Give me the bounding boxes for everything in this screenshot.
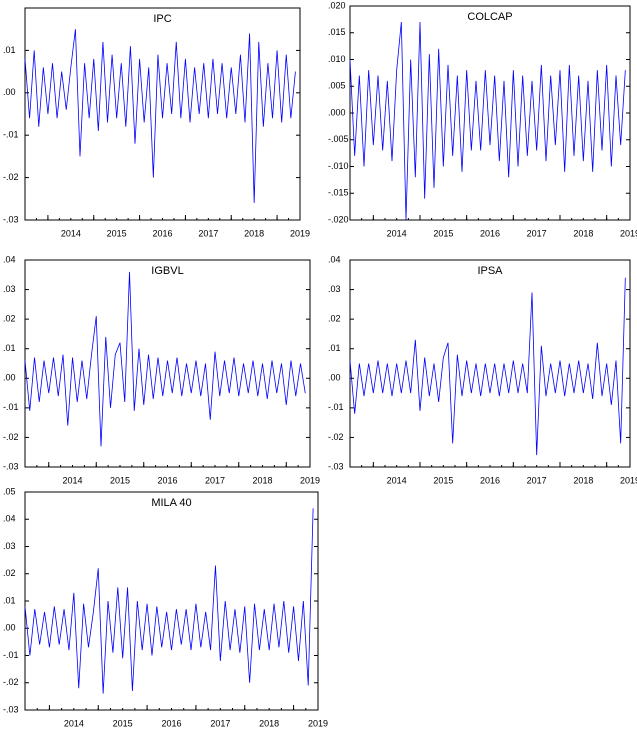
x-tick-label: 2018 — [259, 718, 279, 728]
x-tick-label: 2016 — [157, 475, 177, 485]
series-line — [349, 22, 626, 221]
y-tick-label: .01 — [3, 45, 16, 55]
y-tick-label: .00 — [3, 87, 16, 97]
y-tick-label: .03 — [3, 541, 16, 551]
series-line — [24, 508, 314, 694]
y-tick-label: .015 — [328, 27, 346, 37]
y-tick-label: -.01 — [3, 402, 19, 412]
y-tick-label: .01 — [3, 595, 16, 605]
chart-title: IPSA — [477, 265, 503, 277]
x-tick-label: 2018 — [244, 228, 264, 238]
series-line — [24, 271, 306, 447]
y-tick-label: -.03 — [328, 461, 344, 471]
x-tick-label: 2018 — [252, 475, 272, 485]
y-tick-label: .04 — [3, 514, 16, 524]
y-tick-label: .05 — [3, 486, 16, 496]
y-tick-label: -.01 — [328, 402, 344, 412]
x-tick-label: 2017 — [527, 228, 547, 238]
y-tick-label: .02 — [3, 568, 16, 578]
y-tick-label: .020 — [328, 0, 346, 10]
x-tick-label: 2018 — [573, 228, 593, 238]
panel: .04 .03 .02 .01 .00 -.01 -.02 -.03 2014 2015 2016 2… — [3, 254, 320, 485]
y-tick-label: -.005 — [328, 134, 349, 144]
plot-frame — [349, 5, 631, 221]
x-tick-label: 2017 — [198, 228, 218, 238]
series-line — [349, 277, 626, 456]
chart-title: COLCAP — [467, 11, 512, 23]
y-tick-label: .00 — [3, 373, 16, 383]
y-tick-label: .04 — [3, 254, 16, 264]
y-tick-label: .02 — [328, 314, 341, 324]
x-tick-label: 2015 — [113, 718, 133, 728]
panel: .05 .04 .03 .02 .01 .00 -.01 -.02 -.03 2014 2015 20… — [3, 486, 328, 728]
y-tick-label: .010 — [328, 54, 346, 64]
y-tick-label: -.03 — [3, 214, 19, 224]
y-tick-label: -.02 — [3, 677, 19, 687]
x-tick-label: 2015 — [107, 228, 127, 238]
y-tick-label: .00 — [3, 623, 16, 633]
y-tick-label: -.01 — [3, 130, 19, 140]
y-tick-label: -.02 — [328, 432, 344, 442]
chart-title: IGBVL — [151, 265, 183, 277]
y-tick-label: -.01 — [3, 650, 19, 660]
chart-title: IPC — [153, 13, 171, 25]
x-tick-label: 2014 — [387, 228, 407, 238]
y-tick-label: .005 — [328, 81, 346, 91]
x-tick-label: 2017 — [527, 475, 547, 485]
y-tick-label: .01 — [328, 343, 341, 353]
x-tick-label: 2016 — [161, 718, 181, 728]
x-tick-label: 2016 — [152, 228, 172, 238]
y-tick-label: .03 — [328, 284, 341, 294]
x-tick-label: 2016 — [480, 475, 500, 485]
x-tick-label: 2019 — [620, 475, 637, 485]
x-tick-label: 2018 — [573, 475, 593, 485]
x-tick-label: 2014 — [64, 718, 84, 728]
y-tick-label: -.03 — [3, 461, 19, 471]
y-tick-label: .00 — [328, 373, 341, 383]
y-tick-label: .000 — [328, 107, 346, 117]
x-tick-label: 2017 — [210, 718, 230, 728]
plot-frame — [24, 491, 319, 711]
x-tick-label: 2019 — [290, 228, 310, 238]
x-tick-label: 2014 — [387, 475, 407, 485]
x-tick-label: 2015 — [433, 228, 453, 238]
y-tick-label: -.03 — [3, 704, 19, 714]
x-tick-label: 2014 — [62, 475, 82, 485]
y-tick-label: .01 — [3, 343, 16, 353]
series-line — [24, 29, 296, 204]
y-tick-label: -.010 — [328, 161, 349, 171]
panel: .020 .015 .010 .005 .000 -.005 -.010 -.015 -.020… — [328, 0, 637, 238]
y-tick-label: -.02 — [3, 432, 19, 442]
panel: .04 .03 .02 .01 .00 -.01 -.02 -.03 2014 2015 2016 2… — [328, 254, 637, 485]
x-tick-label: 2017 — [205, 475, 225, 485]
x-tick-label: 2015 — [110, 475, 130, 485]
x-tick-label: 2014 — [61, 228, 81, 238]
y-tick-label: .04 — [328, 254, 341, 264]
chart-title: MILA 40 — [151, 497, 191, 509]
panel: .01 .00 -.01 -.02 -.03 2014 2015 2016 2017 2018 20… — [3, 7, 310, 238]
x-tick-label: 2019 — [308, 718, 328, 728]
y-tick-label: -.015 — [328, 188, 349, 198]
y-tick-label: .03 — [3, 284, 16, 294]
y-tick-label: .02 — [3, 314, 16, 324]
x-tick-label: 2019 — [300, 475, 320, 485]
x-tick-label: 2019 — [620, 228, 637, 238]
y-tick-label: -.020 — [328, 214, 349, 224]
x-tick-label: 2015 — [433, 475, 453, 485]
y-tick-label: -.02 — [3, 172, 19, 182]
x-tick-label: 2016 — [480, 228, 500, 238]
